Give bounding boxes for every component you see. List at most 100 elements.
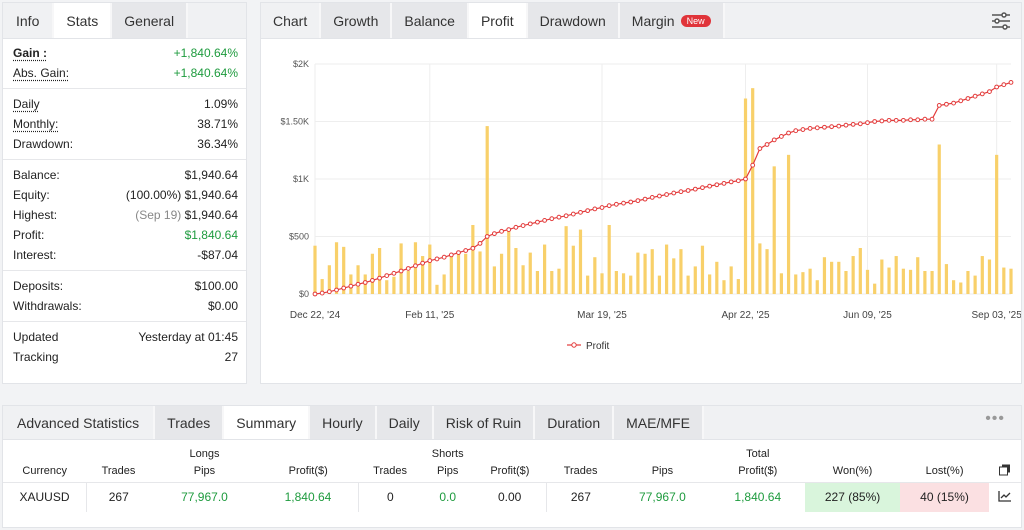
stat-label[interactable]: Abs. Gain: [13,66,70,80]
stat-label: Interest: [13,248,57,262]
bar [478,251,482,294]
bar [887,267,891,294]
bar [327,265,331,294]
tab-margin[interactable]: Margin New [619,3,725,38]
bar [830,261,834,294]
stat-value-text: $100.00 [194,279,238,293]
stat-value-text: 1.09% [203,97,238,111]
tab-info[interactable]: Info [3,3,55,38]
table-cell: 1,840.64 [710,481,806,512]
stat-value-text: 36.34% [197,137,238,151]
data-point [434,256,440,262]
column-header: Pips [193,465,216,478]
bar [751,88,755,295]
bar [765,249,769,294]
stat-value-text: Yesterday at 01:45 [138,330,238,344]
bar [629,275,633,294]
bar [693,266,697,294]
tab-daily[interactable]: Daily [376,406,434,439]
stat-label[interactable]: Daily [13,97,40,111]
data-point [671,190,677,196]
data-point [843,122,849,128]
tab-hourly[interactable]: Hourly [310,406,377,439]
stat-value-text: 38.71% [197,117,238,131]
stat-value: +1,840.64% [174,66,238,80]
bar [951,280,956,294]
stat-label[interactable]: Gain : [13,46,48,60]
tab-balance[interactable]: Balance [392,3,469,38]
bar [392,276,396,294]
stat-value-text: $1,940.64 [184,188,238,202]
y-tick-label: $2K [293,59,309,69]
data-point [606,203,612,209]
data-point [771,137,777,143]
data-point [900,117,906,123]
column-header: Currency [22,465,68,478]
tab-stats[interactable]: Stats [54,3,113,38]
tab-risk-of-ruin[interactable]: Risk of Ruin [433,406,536,439]
bar [844,271,848,294]
data-point [872,119,878,124]
stat-row: Interest: -$87.04 [3,245,246,265]
bar [636,252,640,294]
table-cell: 77,967.0 [614,481,711,512]
tab-drawdown[interactable]: Drawdown [527,3,620,38]
data-point [743,176,748,182]
bar [600,273,604,294]
bar [987,259,992,294]
bar [449,253,453,294]
data-point [800,127,806,132]
bar [320,279,324,294]
group-header-row: Longs Shorts Total [3,440,1021,461]
bar [564,226,568,294]
tab-general[interactable]: General [112,3,189,38]
bar [650,249,654,294]
tab-duration[interactable]: Duration [535,406,615,439]
group-shorts: Shorts [431,447,464,460]
tab-profit[interactable]: Profit [468,3,528,38]
bar [614,271,618,294]
bar [679,249,683,294]
data-point [427,258,433,264]
advanced-statistics-title: Advanced Statistics [3,406,156,439]
bar [966,271,970,294]
y-tick-label: $1.50K [280,117,309,127]
bar [428,244,432,294]
bar [485,126,489,294]
data-point [635,198,641,204]
more-options-icon[interactable]: ••• [985,410,1005,427]
x-tick-label: Sep 03, '25 [972,310,1021,321]
x-tick-label: Jun 09, '25 [843,310,892,321]
copy-icon[interactable] [989,461,1021,482]
sliders-icon[interactable] [991,11,1011,31]
stat-row: Updated Yesterday at 01:45 [3,327,246,347]
table-row[interactable]: XAUUSD 267 77,967.0 1,840.64 0 0.0 0.00 267 77,9… [3,481,1021,512]
data-point [1001,82,1007,88]
chart-icon[interactable] [989,481,1021,512]
table-cell: 0.0 [422,481,474,512]
bar [758,243,762,294]
column-header: Trades [373,465,407,478]
bar [959,282,963,294]
data-point [685,188,691,193]
tab-growth[interactable]: Growth [321,3,393,38]
bar [901,268,905,294]
tab-chart[interactable]: Chart [261,3,322,38]
stat-value-text: $0.00 [207,299,238,313]
table-cell: 267 [86,481,151,512]
data-point [793,128,799,134]
bar [729,266,733,294]
stat-label[interactable]: Monthly: [13,117,59,131]
data-point [972,93,978,99]
tab-summary[interactable]: Summary [224,406,311,439]
data-point [319,290,325,296]
tab-trades[interactable]: Trades [155,406,225,439]
stat-row: Gain : +1,840.64% [3,43,246,63]
stat-value: $1,840.64 [185,228,238,242]
stat-value-note: (Sep 19) [135,208,185,222]
tab-mae-mfe[interactable]: MAE/MFE [614,406,704,439]
bar [342,246,346,294]
bar [794,274,798,294]
data-point [728,179,734,185]
data-point [470,245,476,251]
